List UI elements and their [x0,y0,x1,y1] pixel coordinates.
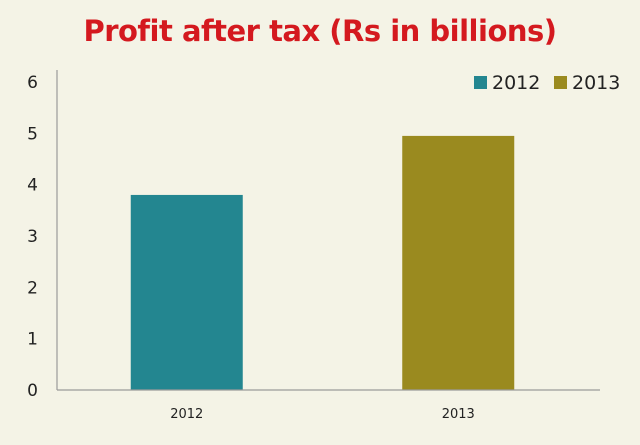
legend-swatch [474,76,487,89]
legend-label: 2013 [572,72,620,94]
x-tick-label: 2012 [170,407,203,422]
y-tick-label: 5 [27,124,38,144]
bar [130,194,243,390]
x-axis-labels: 2012 2013 [170,407,475,422]
y-tick-label: 2 [27,278,38,298]
x-tick-label: 2013 [442,407,475,422]
y-tick-label: 1 [27,330,38,350]
chart-title: Profit after tax (Rs in billions) [83,14,557,48]
legend-label: 2012 [492,72,540,94]
y-tick-label: 6 [27,73,38,93]
y-tick-label: 0 [27,381,38,401]
y-axis-ticks: 0 1 2 3 4 5 6 [27,73,38,401]
y-tick-label: 3 [27,227,38,247]
legend: 2012 2013 [474,72,620,94]
legend-swatch [554,76,567,89]
y-tick-label: 4 [27,176,38,196]
bars [130,135,515,390]
bar [402,135,515,390]
